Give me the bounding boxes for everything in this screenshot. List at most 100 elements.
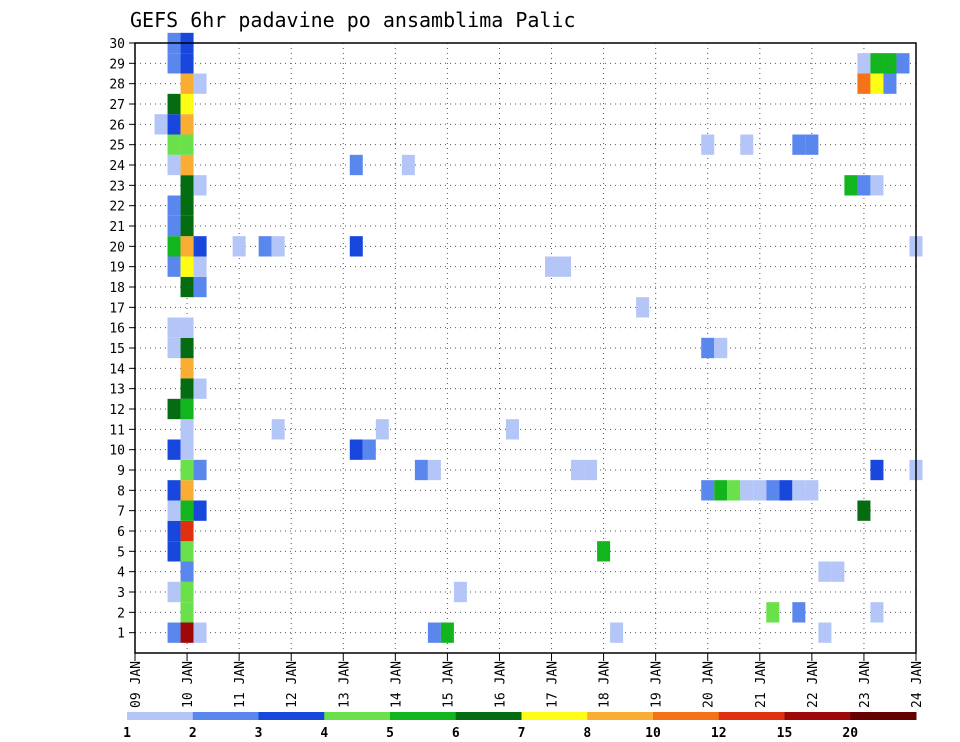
y-tick-label: 25: [109, 139, 125, 154]
heatmap-cell: [167, 215, 181, 237]
heatmap-cell: [180, 154, 194, 176]
heatmap-cell: [375, 419, 389, 440]
heatmap-cell: [232, 236, 246, 257]
heatmap-cell: [401, 154, 415, 176]
heatmap-cell: [193, 73, 207, 94]
heatmap-cell: [349, 236, 363, 257]
x-tick-label: 24 JAN: [910, 661, 925, 708]
x-tick-label: 23 JAN: [858, 661, 873, 708]
heatmap-cell: [427, 622, 441, 643]
colorbar-swatch: [324, 712, 391, 720]
colorbar-swatch: [653, 712, 720, 720]
heatmap-cell: [870, 53, 884, 74]
y-tick-label: 17: [109, 301, 125, 316]
x-tick-label: 20 JAN: [702, 661, 717, 708]
heatmap-cell: [180, 236, 194, 257]
heatmap-cell: [766, 602, 780, 623]
heatmap-cell: [180, 581, 194, 603]
heatmap-cell: [167, 114, 181, 135]
y-tick-label: 2: [117, 606, 125, 621]
heatmap-cell: [505, 419, 519, 440]
heatmap-cell: [167, 520, 181, 542]
heatmap-cell: [545, 256, 559, 277]
y-tick-label: 11: [109, 423, 125, 438]
heatmap-cell: [870, 602, 884, 623]
colorbar-label: 2: [189, 726, 197, 741]
heatmap-cell: [701, 337, 715, 359]
heatmap-cell: [193, 500, 207, 521]
x-tick-label: 18 JAN: [598, 661, 613, 708]
y-tick-label: 13: [109, 383, 125, 398]
y-tick-label: 16: [109, 322, 125, 337]
heatmap-cell: [180, 114, 194, 135]
heatmap-cell: [167, 622, 181, 643]
colorbar-label: 3: [255, 726, 263, 741]
heatmap-cell: [193, 622, 207, 643]
heatmap-cell: [180, 398, 194, 420]
heatmap-cell: [180, 215, 194, 237]
colorbar-swatch: [587, 712, 654, 720]
y-tick-label: 15: [109, 342, 125, 357]
heatmap-cell: [180, 175, 194, 196]
y-tick-label: 10: [109, 444, 125, 459]
heatmap-cell: [167, 93, 181, 115]
heatmap-cell: [636, 297, 650, 318]
x-tick-label: 19 JAN: [650, 661, 665, 708]
heatmap-cell: [883, 73, 897, 94]
colorbar-label: 20: [842, 726, 858, 741]
heatmap-cell: [180, 378, 194, 399]
heatmap-cell: [857, 500, 871, 521]
heatmap-cell: [857, 53, 871, 74]
y-tick-label: 4: [117, 566, 125, 581]
heatmap-cell: [714, 337, 728, 359]
heatmap-cell: [180, 195, 194, 216]
x-tick-label: 15 JAN: [441, 661, 456, 708]
colorbar-label: 15: [777, 726, 793, 741]
heatmap-cell: [167, 500, 181, 521]
colorbar-swatch: [784, 712, 851, 720]
heatmap-cell: [167, 480, 181, 501]
heatmap-cell: [271, 419, 285, 440]
heatmap-cell: [362, 439, 376, 460]
x-tick-label: 22 JAN: [806, 661, 821, 708]
y-tick-label: 9: [117, 464, 125, 479]
heatmap-cell: [180, 419, 194, 440]
y-tick-label: 7: [117, 505, 125, 520]
heatmap-cell: [883, 53, 897, 74]
heatmap-cell: [740, 480, 754, 501]
colorbar-swatch: [455, 712, 522, 720]
heatmap-cell: [792, 602, 806, 623]
y-tick-label: 14: [109, 362, 125, 377]
heatmap-cell: [180, 73, 194, 94]
heatmap-cell: [870, 73, 884, 94]
colorbar-label: 5: [386, 726, 394, 741]
x-tick-label: 21 JAN: [754, 661, 769, 708]
y-tick-label: 24: [109, 159, 125, 174]
colorbar-swatch: [390, 712, 457, 720]
heatmap-cell: [193, 459, 207, 481]
y-tick-label: 18: [109, 281, 125, 296]
heatmap-cell: [180, 439, 194, 460]
colorbar-label: 10: [645, 726, 661, 741]
y-tick-label: 12: [109, 403, 125, 418]
heatmap-cell: [831, 561, 845, 582]
colorbar-swatch: [192, 712, 259, 720]
heatmap-cell: [180, 256, 194, 277]
heatmap-cell: [701, 480, 715, 501]
heatmap-cell: [792, 134, 806, 155]
heatmap-cell: [180, 317, 194, 338]
colorbar: 1 2 3 4 5 6 7 8 10 12 15 20: [123, 712, 917, 741]
y-tick-label: 8: [117, 484, 125, 499]
colorbar-swatch: [850, 712, 917, 720]
heatmap-cell: [701, 134, 715, 155]
heatmap-cell: [167, 195, 181, 216]
y-tick-label: 19: [109, 261, 125, 276]
heatmap-cell: [818, 622, 832, 643]
heatmap-cell: [753, 480, 767, 501]
heatmap-cell: [440, 622, 454, 643]
y-tick-label: 20: [109, 240, 125, 255]
heatmap-cell: [896, 53, 910, 74]
heatmap-cell: [193, 276, 207, 298]
